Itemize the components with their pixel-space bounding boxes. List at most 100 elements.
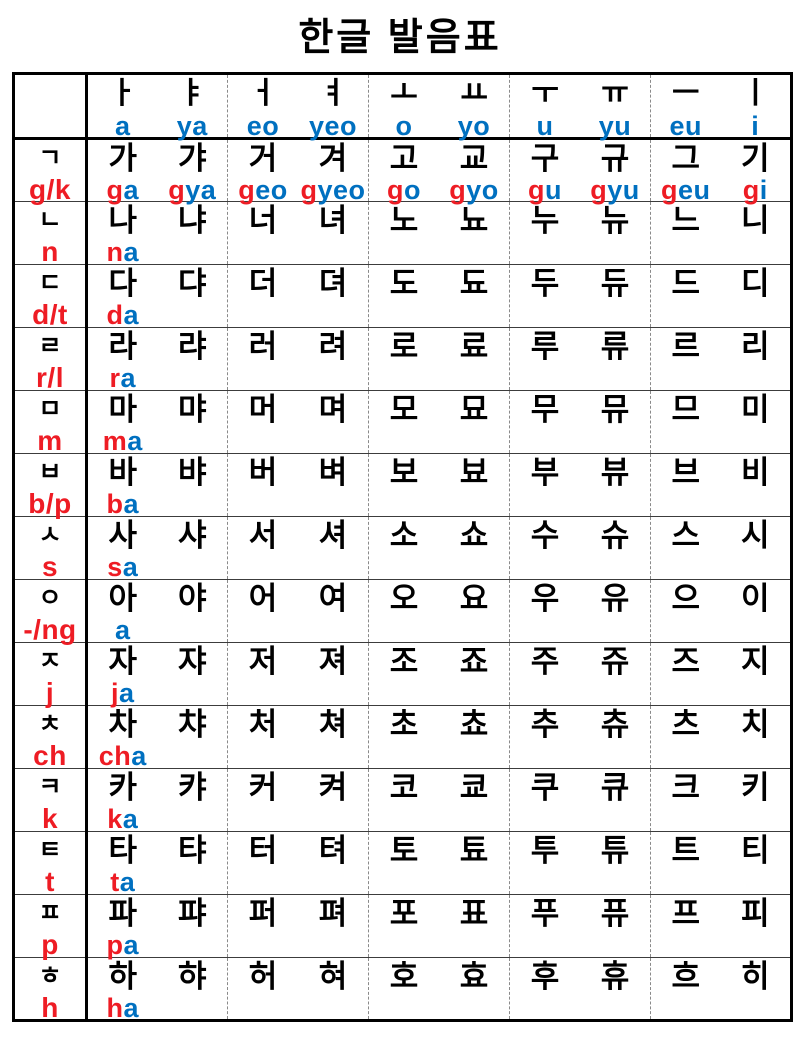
syllable-hangul: 아 bbox=[108, 581, 138, 616]
syllable-hangul: 햐 bbox=[177, 959, 207, 994]
consonant-row: ㅈ j 자 ja 쟈 저 져 조 죠 주 쥬 즈 지 bbox=[13, 642, 792, 707]
syllable-pair: 가 ga 갸 gya bbox=[88, 140, 227, 204]
consonant-jamo: ㄹ bbox=[38, 331, 62, 360]
consonant-romanization: p bbox=[41, 929, 59, 960]
syllable: 츠 bbox=[651, 706, 721, 767]
vowel-romanization: eo bbox=[246, 111, 280, 141]
syllable-group-cell: 다 da 댜 bbox=[86, 264, 228, 329]
syllable-hangul: 츠 bbox=[671, 707, 701, 742]
consonant-romanization: b/p bbox=[28, 488, 72, 519]
syllable-hangul: 두 bbox=[530, 266, 560, 301]
syllable: 크 bbox=[651, 769, 721, 830]
syllable-pair: 구 gu 규 gyu bbox=[510, 140, 650, 204]
romanization-consonant-part: g bbox=[238, 175, 256, 205]
syllable-group-cell: 마 ma 먀 bbox=[86, 390, 228, 455]
syllable-romanization: na bbox=[106, 239, 139, 266]
consonant-row: ㅁ m 마 ma 먀 머 며 모 묘 무 뮤 므 미 bbox=[13, 390, 792, 455]
syllable: 흐 bbox=[651, 958, 721, 1019]
syllable-hangul: 혀 bbox=[318, 959, 348, 994]
syllable-pair: 자 ja 쟈 bbox=[88, 643, 227, 707]
vowel-column: ㅑ ya bbox=[158, 75, 228, 140]
syllable-hangul: 튜 bbox=[600, 833, 630, 868]
consonant-row: ㄴ n 나 na 냐 너 녀 노 뇨 누 뉴 느 니 bbox=[13, 201, 792, 267]
syllable: 초 bbox=[369, 706, 439, 767]
consonant-cell: ㄱ g/k bbox=[13, 138, 88, 204]
romanization-vowel-part: eu bbox=[677, 175, 711, 205]
romanization-consonant-part: j bbox=[110, 678, 119, 708]
syllable-hangul: 탸 bbox=[177, 833, 207, 868]
consonant-jamo: ㅎ bbox=[38, 961, 62, 990]
syllable-hangul: 티 bbox=[740, 833, 770, 868]
romanization-consonant-part: g bbox=[106, 175, 124, 205]
consonant-row: ㄹ r/l 라 ra 랴 러 려 로 료 루 류 르 리 bbox=[13, 327, 792, 392]
romanization-consonant-part: p bbox=[106, 930, 124, 960]
vowel-romanization: a bbox=[114, 111, 131, 141]
romanization-vowel-part: a bbox=[123, 237, 140, 267]
romanization-consonant-part: g bbox=[742, 175, 760, 205]
vowel-pair: ㅜ u ㅠ yu bbox=[510, 75, 650, 140]
syllable: 처 bbox=[228, 706, 298, 767]
syllable-hangul: 허 bbox=[248, 959, 278, 994]
syllable: 치 bbox=[721, 706, 791, 767]
syllable-hangul: 고 bbox=[389, 141, 419, 176]
syllable-hangul: 니 bbox=[740, 203, 770, 238]
romanization-consonant-part: g bbox=[300, 175, 318, 205]
vowel-romanization: i bbox=[751, 111, 760, 141]
syllable: 뱌 bbox=[158, 454, 228, 515]
syllable-hangul: 그 bbox=[671, 141, 701, 176]
syllable-hangul: 츄 bbox=[600, 707, 630, 742]
syllable-group-cell: 타 ta 탸 bbox=[86, 831, 228, 896]
vowel-jamo: ㅠ bbox=[601, 77, 629, 110]
consonant-row: ㅅ s 사 sa 샤 서 셔 소 쇼 수 슈 스 시 bbox=[13, 516, 792, 581]
corner-cell bbox=[13, 73, 88, 140]
syllable: 즈 bbox=[651, 643, 721, 704]
syllable-hangul: 휴 bbox=[600, 959, 630, 994]
syllable-hangul: 키 bbox=[740, 770, 770, 805]
syllable: 모 bbox=[369, 391, 439, 452]
romanization-vowel-part: a bbox=[118, 678, 135, 708]
syllable: 튜 bbox=[580, 832, 650, 893]
syllable-hangul: 묘 bbox=[459, 392, 489, 427]
syllable-pair: 거 geo 겨 gyeo bbox=[228, 140, 368, 204]
syllable-hangul: 벼 bbox=[318, 455, 348, 490]
syllable: 혀 bbox=[298, 958, 368, 1019]
syllable-pair: 마 ma 먀 bbox=[88, 391, 227, 455]
syllable: 슈 bbox=[580, 517, 650, 578]
syllable: 벼 bbox=[298, 454, 368, 515]
consonant-romanization: n bbox=[41, 236, 59, 267]
syllable: 소 bbox=[369, 517, 439, 578]
syllable-hangul: 슈 bbox=[600, 518, 630, 553]
vowel-column: ㅕ yeo bbox=[298, 75, 368, 140]
syllable: 커 bbox=[228, 769, 298, 830]
romanization-vowel-part: yu bbox=[607, 175, 640, 205]
syllable: 그 geu bbox=[651, 140, 721, 204]
syllable: 뵤 bbox=[439, 454, 509, 515]
syllable: 가 ga bbox=[88, 140, 158, 204]
syllable: 로 bbox=[369, 328, 439, 389]
syllable: 루 bbox=[510, 328, 580, 389]
syllable-pair: 차 cha 챠 bbox=[88, 706, 227, 770]
syllable-group-cell: 차 cha 챠 bbox=[86, 705, 228, 770]
syllable-hangul: 코 bbox=[389, 770, 419, 805]
